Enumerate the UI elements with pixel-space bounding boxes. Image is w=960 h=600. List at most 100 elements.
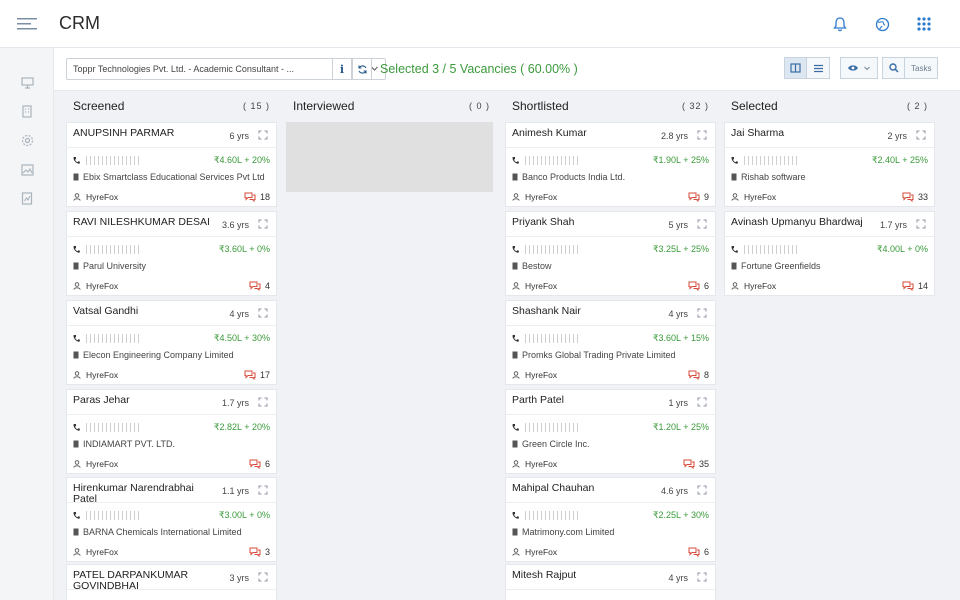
comments-button[interactable]: 4	[249, 281, 270, 291]
refresh-button[interactable]	[352, 58, 372, 80]
candidate-name[interactable]: Hirenkumar Narendrabhai Patel	[73, 482, 194, 505]
candidate-name[interactable]: Parth Patel	[512, 394, 564, 406]
phone-icon	[512, 424, 519, 431]
info-button[interactable]: i	[332, 58, 352, 80]
tasks-button[interactable]: Tasks	[905, 57, 939, 79]
comments-icon	[688, 192, 700, 202]
expand-icon[interactable]	[697, 397, 707, 407]
candidate-company: Parul University	[83, 261, 147, 271]
candidate-card[interactable]: Vatsal Gandhi 4 yrs ₹4.50L + 30% Elecon Eng…	[66, 300, 277, 385]
comments-button[interactable]: 18	[244, 192, 270, 202]
comments-icon	[249, 459, 261, 469]
candidate-source: HyreFox	[525, 192, 558, 202]
candidate-card[interactable]: Priyank Shah 5 yrs ₹3.25L + 25% Bestow HyreF…	[505, 211, 716, 296]
expand-icon[interactable]	[258, 308, 268, 318]
candidate-experience: 1.7 yrs	[879, 220, 907, 230]
sidebar-item-settings[interactable]	[0, 126, 54, 155]
expand-icon[interactable]	[697, 485, 707, 495]
list-view-button[interactable]	[807, 57, 830, 79]
expand-icon[interactable]	[697, 572, 707, 582]
comments-button[interactable]: 33	[902, 192, 928, 202]
candidate-name[interactable]: Vatsal Gandhi	[73, 305, 139, 317]
candidate-card[interactable]: Mitesh Rajput 4 yrs	[505, 564, 716, 600]
salary-expectation: ₹4.60L + 20%	[213, 154, 270, 165]
candidate-source: HyreFox	[86, 370, 119, 380]
expand-icon[interactable]	[258, 130, 268, 140]
visibility-dropdown-button[interactable]	[840, 57, 878, 79]
candidate-card[interactable]: Shashank Nair 4 yrs ₹3.60L + 15% Promks Glo…	[505, 300, 716, 385]
comments-button[interactable]: 35	[683, 459, 709, 469]
comments-button[interactable]: 9	[688, 192, 709, 202]
menu-icon	[17, 17, 37, 29]
candidate-name[interactable]: Paras Jehar	[73, 394, 130, 406]
salary-expectation: ₹4.50L + 30%	[213, 332, 270, 343]
salary-expectation: ₹2.25L + 30%	[652, 509, 709, 520]
expand-icon[interactable]	[916, 219, 926, 229]
candidate-card[interactable]: Avinash Upmanyu Bhardwaj 1.7 yrs ₹4.00L + …	[724, 211, 935, 296]
company-building-icon	[512, 262, 518, 270]
sidebar-item-dashboard[interactable]	[0, 68, 54, 97]
column-header: Selected ( 2 )	[722, 92, 933, 120]
globe-icon[interactable]	[872, 14, 892, 34]
expand-icon[interactable]	[258, 397, 268, 407]
candidate-name[interactable]: PATEL DARPANKUMAR GOVINDBHAI	[73, 569, 189, 592]
candidate-card[interactable]: Mahipal Chauhan 4.6 yrs ₹2.25L + 30% Matrim…	[505, 477, 716, 562]
expand-icon[interactable]	[697, 308, 707, 318]
comments-button[interactable]: 6	[688, 281, 709, 291]
eye-icon	[848, 65, 858, 71]
company-building-icon	[73, 173, 79, 181]
expand-icon[interactable]	[697, 130, 707, 140]
candidate-card[interactable]: Paras Jehar 1.7 yrs ₹2.82L + 20% INDIAMART …	[66, 389, 277, 474]
comment-count: 8	[703, 370, 709, 380]
comments-button[interactable]: 6	[249, 459, 270, 469]
candidate-name[interactable]: Animesh Kumar	[512, 127, 587, 139]
candidate-card[interactable]: Animesh Kumar 2.8 yrs ₹1.90L + 25% Banco Pr…	[505, 122, 716, 207]
comments-button[interactable]: 8	[688, 370, 709, 380]
chevron-down-icon	[371, 66, 378, 71]
notification-bell-icon[interactable]	[830, 14, 850, 34]
candidate-name[interactable]: ANUPSINH PARMAR	[73, 127, 175, 139]
candidate-name[interactable]: RAVI NILESHKUMAR DESAI	[73, 216, 210, 228]
candidate-card[interactable]: ANUPSINH PARMAR 6 yrs ₹4.60L + 20% Ebix Sma…	[66, 122, 277, 207]
vacancy-select[interactable]: Toppr Technologies Pvt. Ltd. - Academic …	[66, 58, 386, 80]
expand-icon[interactable]	[258, 219, 268, 229]
candidate-card[interactable]: RAVI NILESHKUMAR DESAI 3.6 yrs ₹3.60L + 0%…	[66, 211, 277, 296]
expand-icon[interactable]	[697, 219, 707, 229]
candidate-name[interactable]: Mahipal Chauhan	[512, 482, 595, 494]
apps-grid-icon[interactable]	[914, 14, 934, 34]
comment-count: 6	[703, 547, 709, 557]
candidate-name[interactable]: Jai Sharma	[731, 127, 785, 139]
expand-icon[interactable]	[258, 572, 268, 582]
board-view-button[interactable]	[784, 57, 807, 79]
candidate-source: HyreFox	[86, 192, 119, 202]
phone-icon	[512, 512, 519, 519]
comments-button[interactable]: 17	[244, 370, 270, 380]
user-icon	[731, 282, 739, 290]
search-button[interactable]	[882, 57, 905, 79]
candidate-card[interactable]: PATEL DARPANKUMAR GOVINDBHAI 3 yrs	[66, 564, 277, 600]
expand-icon[interactable]	[258, 485, 268, 495]
menu-toggle-button[interactable]	[0, 0, 54, 48]
expand-icon[interactable]	[916, 130, 926, 140]
sidebar-item-companies[interactable]	[0, 97, 54, 126]
candidate-name[interactable]: Priyank Shah	[512, 216, 575, 228]
sidebar-item-reports[interactable]	[0, 184, 54, 213]
candidate-name[interactable]: Avinash Upmanyu Bhardwaj	[731, 216, 863, 228]
candidate-name[interactable]: Mitesh Rajput	[512, 569, 577, 581]
comment-count: 14	[917, 281, 928, 291]
candidate-name[interactable]: Shashank Nair	[512, 305, 581, 317]
column-screened: Screened ( 15 ) ANUPSINH PARMAR 6 yrs ₹4.60L…	[64, 92, 277, 600]
candidate-card[interactable]: Hirenkumar Narendrabhai Patel 1.1 yrs ₹3.0…	[66, 477, 277, 562]
comments-button[interactable]: 6	[688, 547, 709, 557]
comments-button[interactable]: 14	[902, 281, 928, 291]
candidate-experience: 2.8 yrs	[660, 131, 688, 141]
candidate-card[interactable]: Parth Patel 1 yrs ₹1.20L + 25% Green Circle…	[505, 389, 716, 474]
comments-button[interactable]: 3	[249, 547, 270, 557]
phone-icon	[512, 157, 519, 164]
sidebar-item-media[interactable]	[0, 155, 54, 184]
chevron-down-icon	[864, 66, 870, 71]
candidate-card[interactable]: Jai Sharma 2 yrs ₹2.40L + 25% Rishab softwa…	[724, 122, 935, 207]
comment-count: 9	[703, 192, 709, 202]
pipeline-board: Screened ( 15 ) ANUPSINH PARMAR 6 yrs ₹4.60L…	[64, 92, 942, 600]
user-icon	[73, 460, 81, 468]
